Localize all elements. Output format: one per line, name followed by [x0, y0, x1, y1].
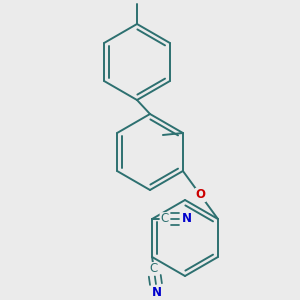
Text: N: N: [152, 286, 162, 298]
Text: O: O: [195, 188, 206, 202]
Text: C: C: [150, 262, 158, 275]
Text: N: N: [182, 212, 192, 226]
Text: C: C: [160, 212, 168, 226]
